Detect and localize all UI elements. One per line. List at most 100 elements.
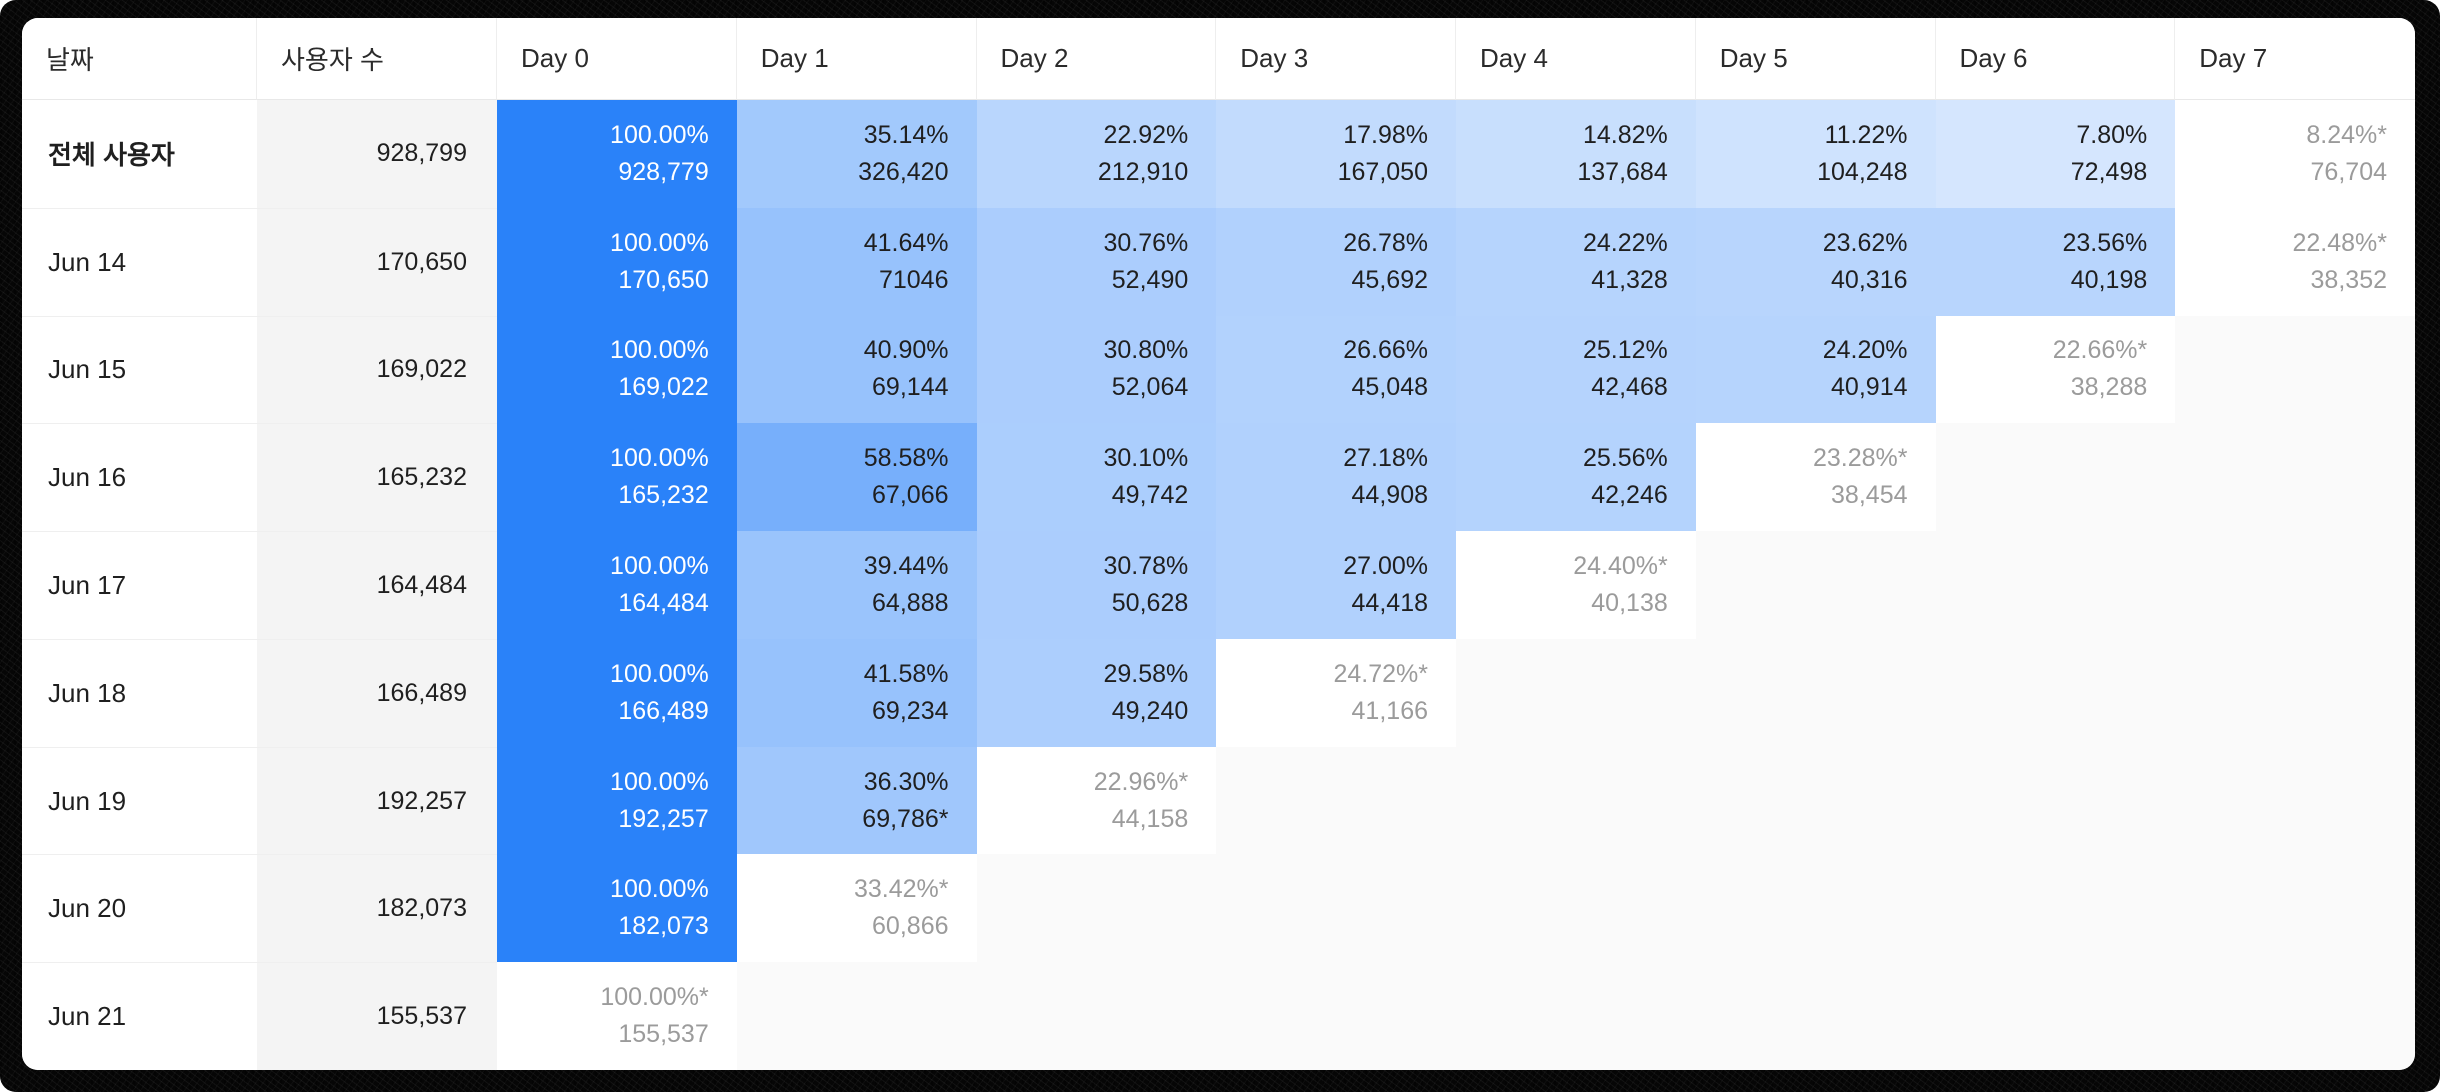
retention-pct: 24.72%* <box>1333 659 1428 688</box>
retention-count: 166,489 <box>618 696 709 725</box>
column-header-label: 날짜 <box>46 45 94 75</box>
retention-count: 50,628 <box>1111 588 1189 617</box>
retention-cell-day1[interactable]: 33.42%* 60,866 <box>736 854 977 963</box>
retention-cell-day3[interactable]: 17.98% 167,050 <box>1216 100 1456 208</box>
users-cell: 192,257 <box>257 746 497 855</box>
retention-pct: 100.00%* <box>600 983 709 1012</box>
retention-cell-day3[interactable]: 27.00% 44,418 <box>1216 531 1456 639</box>
retention-cell-day1[interactable]: 39.44% 64,888 <box>736 531 977 639</box>
retention-pct: 27.18% <box>1343 444 1428 473</box>
users-cell: 166,489 <box>257 638 497 747</box>
retention-cell-day3[interactable]: 26.78% 45,692 <box>1216 207 1456 316</box>
retention-count: 38,288 <box>2070 373 2148 402</box>
retention-cell-day5[interactable]: 23.62% 40,316 <box>1695 207 1936 316</box>
retention-pct: 8.24%* <box>2306 120 2387 149</box>
retention-cell-day0[interactable]: 100.00%* 155,537 <box>497 962 737 1070</box>
date-label: Jun 21 <box>48 1001 127 1032</box>
retention-pct: 41.58% <box>863 659 949 688</box>
date-cell: Jun 18 <box>22 638 257 747</box>
retention-count: 52,064 <box>1111 373 1189 402</box>
retention-count: 165,232 <box>618 481 709 510</box>
date-label: Jun 20 <box>48 893 127 924</box>
retention-cell-day1[interactable]: 35.14% 326,420 <box>736 100 977 208</box>
retention-count: 45,048 <box>1351 373 1428 402</box>
retention-cell-day5 <box>1695 531 1936 639</box>
retention-cell-day0[interactable]: 100.00% 165,232 <box>497 423 737 532</box>
retention-cell-day1[interactable]: 36.30% 69,786* <box>736 746 977 855</box>
retention-cell-day0[interactable]: 100.00% 164,484 <box>497 531 737 639</box>
retention-cell-day7 <box>2175 423 2415 532</box>
retention-cell-day4[interactable]: 24.40%* 40,138 <box>1456 531 1696 639</box>
retention-cell-day6[interactable]: 22.66%* 38,288 <box>1935 315 2176 424</box>
retention-cell-day0[interactable]: 100.00% 192,257 <box>497 746 737 855</box>
retention-pct: 26.66% <box>1343 336 1428 365</box>
retention-pct: 14.82% <box>1582 120 1668 149</box>
retention-cell-day2[interactable]: 30.76% 52,490 <box>976 207 1217 316</box>
retention-cell-day7 <box>2175 315 2415 424</box>
retention-cell-day1[interactable]: 41.58% 69,234 <box>736 638 977 747</box>
retention-count: 137,684 <box>1577 157 1668 186</box>
date-label: Jun 17 <box>48 569 127 600</box>
column-header-day0: Day 0 <box>497 18 737 100</box>
column-header-day6: Day 6 <box>1935 18 2176 100</box>
retention-cell-day0[interactable]: 100.00% 166,489 <box>497 638 737 747</box>
retention-count: 64,888 <box>872 588 949 617</box>
retention-cell-day6[interactable]: 23.56% 40,198 <box>1935 207 2176 316</box>
retention-cell-day2[interactable]: 22.92% 212,910 <box>976 100 1217 208</box>
retention-cell-day4[interactable]: 25.56% 42,246 <box>1456 423 1696 532</box>
retention-cell-day0[interactable]: 100.00% 182,073 <box>497 854 737 963</box>
retention-pct: 30.76% <box>1103 228 1189 257</box>
retention-cell-day3 <box>1216 746 1456 855</box>
retention-count: 67,066 <box>872 481 949 510</box>
column-header-label: Day 3 <box>1240 43 1309 73</box>
retention-count: 42,246 <box>1591 481 1668 510</box>
retention-cell-day0[interactable]: 100.00% 170,650 <box>497 207 737 316</box>
retention-cell-day0[interactable]: 100.00% 169,022 <box>497 315 737 424</box>
retention-cell-day3[interactable]: 24.72%* 41,166 <box>1216 638 1456 747</box>
retention-cell-day2[interactable]: 30.80% 52,064 <box>976 315 1217 424</box>
retention-cell-day2[interactable]: 30.10% 49,742 <box>976 423 1217 532</box>
users-cell: 182,073 <box>257 854 497 963</box>
retention-cell-day1 <box>736 962 977 1070</box>
retention-count: 42,468 <box>1591 373 1668 402</box>
retention-cell-day4 <box>1456 854 1696 963</box>
retention-pct: 23.62% <box>1822 228 1908 257</box>
retention-pct: 23.28%* <box>1812 444 1908 473</box>
column-header-day5: Day 5 <box>1695 18 1936 100</box>
retention-cell-day7[interactable]: 22.48%* 38,352 <box>2175 207 2415 316</box>
users-value: 928,799 <box>376 139 467 168</box>
retention-cell-day4[interactable]: 25.12% 42,468 <box>1456 315 1696 424</box>
retention-cell-day5[interactable]: 11.22% 104,248 <box>1695 100 1936 208</box>
retention-cell-day2[interactable]: 30.78% 50,628 <box>976 531 1217 639</box>
retention-count: 182,073 <box>618 912 709 941</box>
retention-cell-day1[interactable]: 40.90% 69,144 <box>736 315 977 424</box>
users-cell: 165,232 <box>257 423 497 532</box>
retention-pct: 24.22% <box>1582 228 1668 257</box>
retention-cell-day6 <box>1935 531 2176 639</box>
retention-cell-day3[interactable]: 27.18% 44,908 <box>1216 423 1456 532</box>
retention-cell-day1[interactable]: 41.64% 71046 <box>736 207 977 316</box>
retention-cell-day5[interactable]: 23.28%* 38,454 <box>1695 423 1936 532</box>
retention-pct: 7.80% <box>2076 120 2148 149</box>
column-header-day3: Day 3 <box>1216 18 1456 100</box>
retention-cell-day0[interactable]: 100.00% 928,779 <box>497 100 737 208</box>
retention-pct: 24.20% <box>1822 336 1908 365</box>
users-value: 170,650 <box>376 247 467 276</box>
retention-cell-day4[interactable]: 14.82% 137,684 <box>1456 100 1696 208</box>
retention-count: 40,914 <box>1831 373 1908 402</box>
retention-cell-day5[interactable]: 24.20% 40,914 <box>1695 315 1936 424</box>
retention-cell-day4[interactable]: 24.22% 41,328 <box>1456 207 1696 316</box>
retention-cell-day7[interactable]: 8.24%* 76,704 <box>2175 100 2415 208</box>
retention-pct: 22.96%* <box>1093 767 1189 796</box>
retention-pct: 100.00% <box>610 228 709 257</box>
retention-cell-day1[interactable]: 58.58% 67,066 <box>736 423 977 532</box>
date-label: Jun 15 <box>48 354 127 385</box>
retention-count: 167,050 <box>1337 157 1428 186</box>
retention-cell-day2[interactable]: 29.58% 49,240 <box>976 638 1217 747</box>
retention-cell-day3[interactable]: 26.66% 45,048 <box>1216 315 1456 424</box>
retention-cell-day6[interactable]: 7.80% 72,498 <box>1935 100 2176 208</box>
retention-count: 41,328 <box>1591 265 1668 294</box>
retention-count: 40,138 <box>1591 588 1668 617</box>
retention-cell-day2[interactable]: 22.96%* 44,158 <box>976 746 1217 855</box>
users-value: 169,022 <box>376 355 467 384</box>
